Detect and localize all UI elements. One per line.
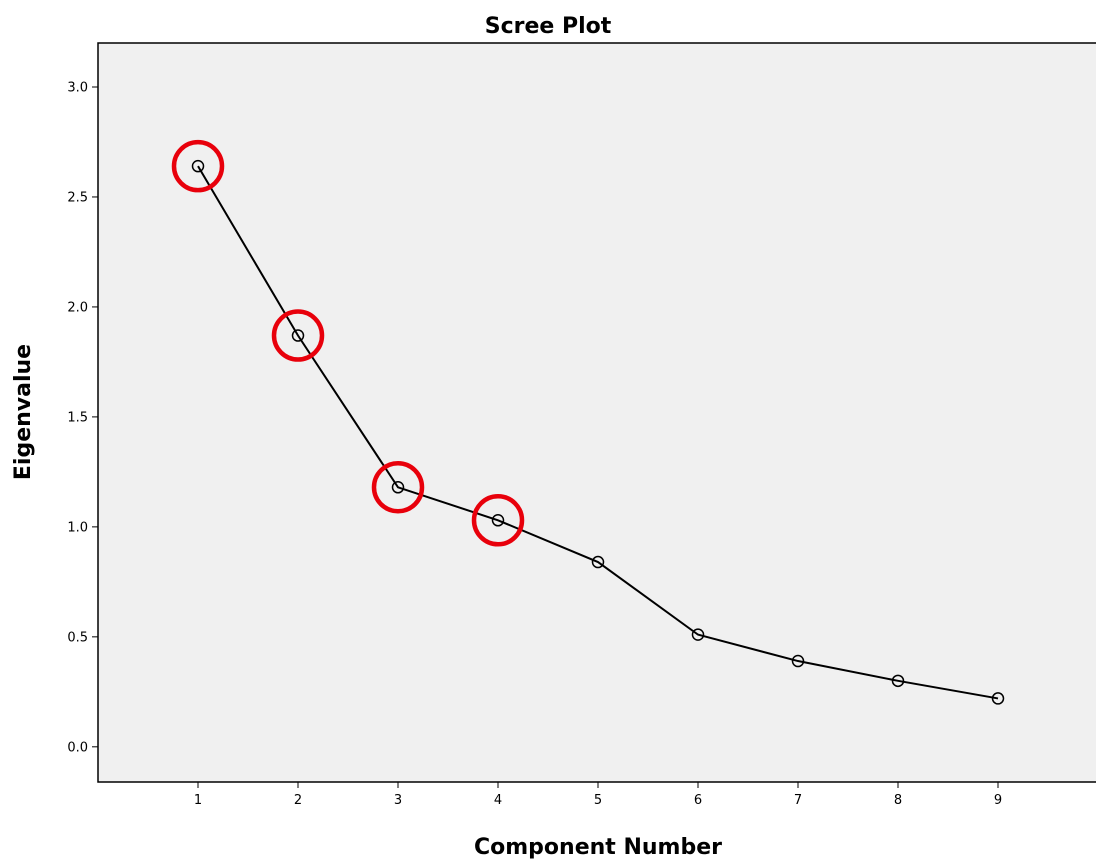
x-tick-label: 4 [494,793,502,808]
x-tick-label: 2 [294,793,302,808]
data-point-marker [191,159,205,173]
x-tick-label: 5 [594,793,602,808]
y-tick-label: 0.5 [67,630,88,645]
data-point-marker [591,555,605,569]
y-tick-label: 1.0 [67,520,88,535]
series-line [197,165,999,700]
y-tick-label: 2.0 [67,300,88,315]
y-axis-title: Eigenvalue [11,344,36,480]
data-point-marker [891,674,905,688]
y-tick-label: 2.5 [67,190,88,205]
highlight-circle [271,309,325,362]
data-point-marker [291,329,305,342]
y-tick-label: 0.0 [67,740,88,755]
y-axis: 0.0 0.5 1.0 1.5 2.0 2.5 3.0 [67,80,98,755]
y-tick-label: 1.5 [67,410,88,425]
data-point-marker [991,692,1005,705]
series-layer [191,159,1005,705]
data-point-marker [691,628,705,641]
chart-title: Scree Plot [485,14,612,39]
x-tick-label: 6 [694,793,702,808]
x-tick-label: 9 [994,793,1002,808]
highlight-circle [371,461,425,514]
data-point-marker [491,514,505,527]
highlight-circle [471,494,525,547]
highlight-circle [171,139,225,193]
x-tick-label: 1 [194,793,202,808]
data-point-marker [391,481,405,494]
x-axis-title: Component Number [474,835,722,860]
x-axis: 1 2 3 4 5 6 7 8 9 [194,782,1002,808]
data-point-marker [791,654,805,668]
highlight-layer [171,139,525,547]
x-tick-label: 3 [394,793,402,808]
y-tick-label: 3.0 [67,80,88,95]
x-tick-label: 7 [794,793,802,808]
plot-area [97,42,1096,783]
x-tick-label: 8 [894,793,902,808]
